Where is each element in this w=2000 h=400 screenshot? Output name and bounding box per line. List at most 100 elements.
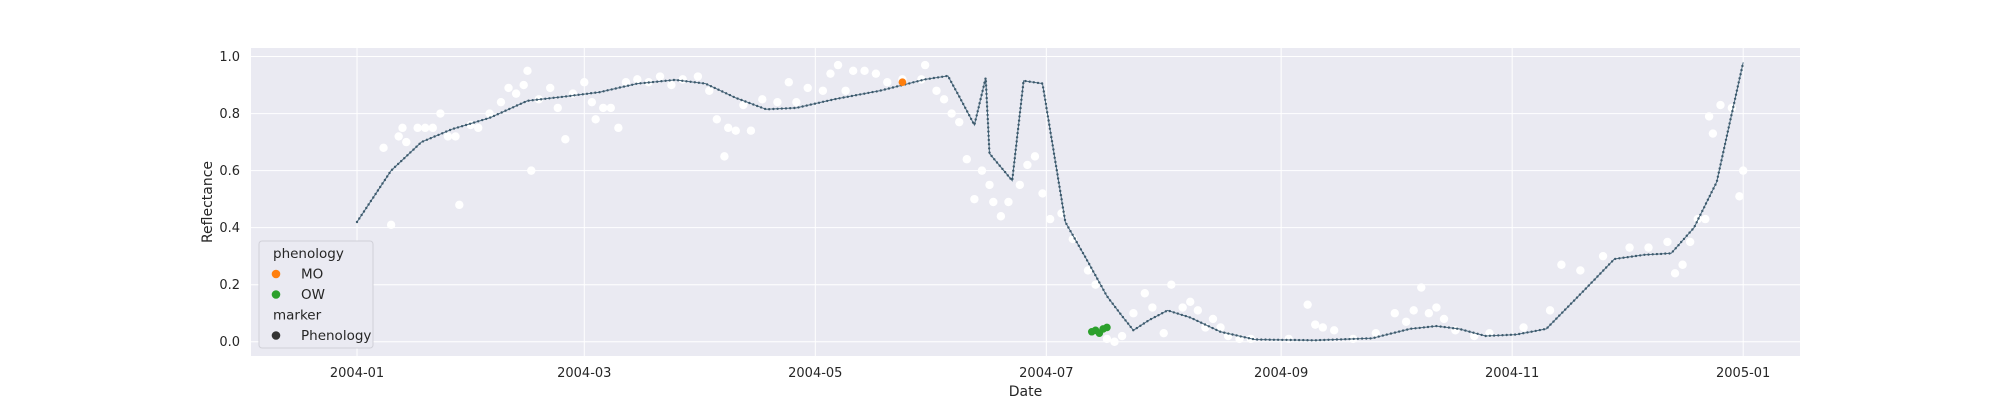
phenology-point-mo xyxy=(898,78,907,87)
smoothed-curve-marker xyxy=(784,107,788,110)
smoothed-curve-marker xyxy=(1018,115,1021,118)
observation-point xyxy=(504,83,513,93)
observation-point xyxy=(1738,166,1748,175)
smoothed-curve-marker xyxy=(948,77,951,80)
smoothed-curve-marker xyxy=(805,104,808,107)
smoothed-curve-marker xyxy=(1726,130,1730,133)
observation-point xyxy=(1083,266,1093,275)
smoothed-curve-marker xyxy=(1017,119,1021,122)
smoothed-curve-marker xyxy=(1014,148,1017,151)
smoothed-curve-marker xyxy=(1701,209,1704,213)
smoothed-curve-marker xyxy=(647,81,650,84)
smoothed-curve-marker xyxy=(1664,252,1667,255)
smoothed-curve-marker xyxy=(1104,292,1107,295)
smoothed-curve-marker xyxy=(1626,256,1629,259)
smoothed-curve-marker xyxy=(1085,259,1089,262)
smoothed-curve-marker xyxy=(977,106,980,109)
smoothed-curve-marker xyxy=(1184,314,1188,318)
smoothed-curve-marker xyxy=(1406,328,1409,331)
observation-point xyxy=(1439,314,1449,324)
smoothed-curve-marker xyxy=(1733,101,1736,105)
observation-point xyxy=(970,194,979,204)
smoothed-curve-marker xyxy=(985,101,989,104)
y-tick-label: 0.4 xyxy=(219,221,240,236)
smoothed-curve-marker xyxy=(390,168,394,171)
smoothed-curve-marker xyxy=(1472,331,1475,334)
smoothed-curve-marker xyxy=(381,182,384,185)
observation-point xyxy=(826,69,835,78)
smoothed-curve-marker xyxy=(1410,327,1413,330)
smoothed-curve-marker xyxy=(452,127,456,130)
smoothed-curve-marker xyxy=(1176,312,1180,315)
smoothed-curve-marker xyxy=(1306,339,1309,342)
x-tick-label: 2004-05 xyxy=(788,366,842,381)
smoothed-curve-marker xyxy=(664,79,667,83)
observation-point xyxy=(723,123,733,133)
smoothed-curve-marker xyxy=(367,203,370,206)
smoothed-curve-marker xyxy=(1719,163,1722,166)
smoothed-curve-marker xyxy=(768,108,771,111)
x-tick-label: 2005-01 xyxy=(1716,366,1770,381)
observation-point xyxy=(511,89,521,98)
smoothed-curve-marker xyxy=(956,91,959,95)
observation-point xyxy=(633,75,642,84)
smoothed-curve-marker xyxy=(1050,135,1053,139)
smoothed-curve-marker xyxy=(594,91,597,94)
observation-point xyxy=(784,78,793,87)
smoothed-curve-marker xyxy=(748,101,751,105)
smoothed-curve-marker xyxy=(1015,140,1018,143)
smoothed-curve-marker xyxy=(875,90,878,93)
smoothed-curve-marker xyxy=(1235,334,1238,337)
smoothed-curve-marker xyxy=(1060,198,1063,201)
smoothed-curve-marker xyxy=(1116,309,1120,312)
smoothed-curve-marker xyxy=(793,106,796,110)
smoothed-curve-marker xyxy=(1389,332,1393,335)
observation-point xyxy=(1030,152,1040,161)
smoothed-curve-marker xyxy=(968,114,971,117)
smoothed-curve-marker xyxy=(1712,187,1715,190)
smoothed-curve-marker xyxy=(429,137,432,140)
smoothed-curve-marker xyxy=(1497,334,1500,337)
smoothed-curve-marker xyxy=(460,125,464,128)
smoothed-curve-marker xyxy=(1111,302,1114,305)
smoothed-curve-marker xyxy=(1569,302,1573,305)
smoothed-curve-marker xyxy=(1593,278,1596,281)
smoothed-curve-marker xyxy=(1053,156,1056,159)
smoothed-curve-marker xyxy=(1255,338,1259,341)
smoothed-curve-marker xyxy=(403,157,406,160)
smoothed-curve-marker xyxy=(973,122,976,125)
smoothed-curve-marker xyxy=(1012,165,1015,168)
observation-point xyxy=(985,180,994,190)
smoothed-curve-marker xyxy=(1297,338,1301,342)
smoothed-curve-marker xyxy=(879,89,882,92)
smoothed-curve-marker xyxy=(1703,206,1706,209)
smoothed-curve-marker xyxy=(1019,106,1022,110)
smoothed-curve-marker xyxy=(1015,136,1019,139)
smoothed-curve-marker xyxy=(1106,295,1109,299)
smoothed-curve-marker xyxy=(1348,337,1351,341)
smoothed-curve-marker xyxy=(1172,311,1176,314)
observation-point xyxy=(606,103,615,113)
smoothed-curve-marker xyxy=(1741,64,1744,68)
phenology-point-ow xyxy=(1103,323,1111,332)
smoothed-curve-marker xyxy=(1019,102,1023,106)
smoothed-curve-marker xyxy=(379,185,382,189)
smoothed-curve-marker xyxy=(1219,330,1222,333)
smoothed-curve-marker xyxy=(1526,331,1529,334)
smoothed-curve-marker xyxy=(1634,254,1638,258)
smoothed-curve-marker xyxy=(984,80,988,83)
smoothed-curve-marker xyxy=(1682,237,1686,241)
smoothed-curve-marker xyxy=(1659,252,1663,256)
smoothed-curve-marker xyxy=(1180,313,1184,317)
smoothed-curve-marker xyxy=(1564,308,1567,311)
observation-point xyxy=(580,78,589,87)
observation-point xyxy=(527,166,536,175)
phenology-points xyxy=(898,78,1111,337)
smoothed-curve-marker xyxy=(966,110,969,113)
smoothed-curve-marker xyxy=(1009,177,1012,180)
smoothed-curve-marker xyxy=(728,93,732,97)
smoothed-curve-marker xyxy=(1054,164,1058,168)
smoothed-curve-marker xyxy=(437,133,440,137)
smoothed-curve-marker xyxy=(987,138,990,142)
legend-box xyxy=(258,240,374,349)
